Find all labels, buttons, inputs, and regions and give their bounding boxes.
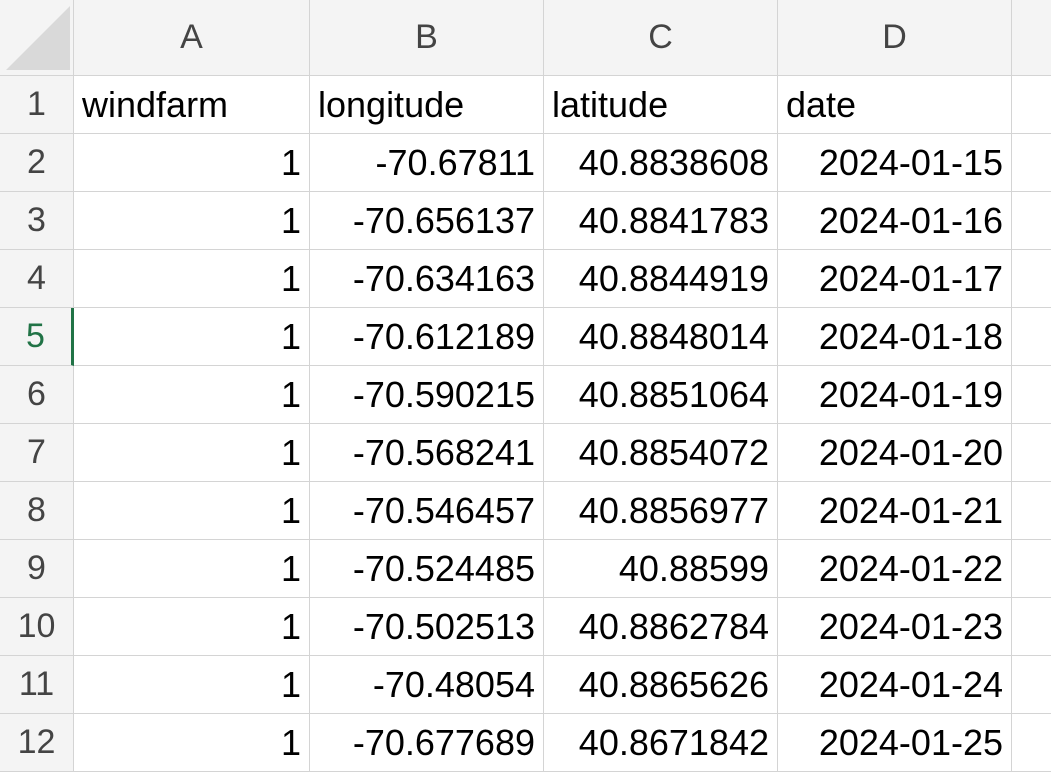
cell-a3[interactable]: 1	[74, 192, 310, 250]
cell-b10[interactable]: -70.502513	[310, 598, 544, 656]
row-header-11[interactable]: 11	[0, 656, 74, 714]
cell-a7[interactable]: 1	[74, 424, 310, 482]
cell-c2[interactable]: 40.8838608	[544, 134, 778, 192]
column-header-c[interactable]: C	[544, 0, 778, 76]
cell-d7[interactable]: 2024-01-20	[778, 424, 1012, 482]
cell-e7[interactable]	[1012, 424, 1051, 482]
row-header-3[interactable]: 3	[0, 192, 74, 250]
cell-c10[interactable]: 40.8862784	[544, 598, 778, 656]
cell-c9[interactable]: 40.88599	[544, 540, 778, 598]
row-header-10[interactable]: 10	[0, 598, 74, 656]
cell-c1[interactable]: latitude	[544, 76, 778, 134]
cell-d10[interactable]: 2024-01-23	[778, 598, 1012, 656]
select-all-corner[interactable]	[0, 0, 74, 76]
cell-b2[interactable]: -70.67811	[310, 134, 544, 192]
cell-e3[interactable]	[1012, 192, 1051, 250]
column-header-d[interactable]: D	[778, 0, 1012, 76]
cell-a2[interactable]: 1	[74, 134, 310, 192]
row-header-9[interactable]: 9	[0, 540, 74, 598]
cell-d11[interactable]: 2024-01-24	[778, 656, 1012, 714]
cell-d8[interactable]: 2024-01-21	[778, 482, 1012, 540]
cell-b6[interactable]: -70.590215	[310, 366, 544, 424]
cell-c7[interactable]: 40.8854072	[544, 424, 778, 482]
row-header-8[interactable]: 8	[0, 482, 74, 540]
cell-b9[interactable]: -70.524485	[310, 540, 544, 598]
row-header-7[interactable]: 7	[0, 424, 74, 482]
cell-b4[interactable]: -70.634163	[310, 250, 544, 308]
cell-b3[interactable]: -70.656137	[310, 192, 544, 250]
cell-e12[interactable]	[1012, 714, 1051, 772]
cell-d1[interactable]: date	[778, 76, 1012, 134]
row-header-5[interactable]: 5	[0, 308, 74, 366]
cell-a8[interactable]: 1	[74, 482, 310, 540]
select-all-triangle-icon	[6, 6, 70, 70]
cell-e11[interactable]	[1012, 656, 1051, 714]
cell-e4[interactable]	[1012, 250, 1051, 308]
cell-c3[interactable]: 40.8841783	[544, 192, 778, 250]
cell-a11[interactable]: 1	[74, 656, 310, 714]
cell-e6[interactable]	[1012, 366, 1051, 424]
cell-d4[interactable]: 2024-01-17	[778, 250, 1012, 308]
cell-a5[interactable]: 1	[74, 308, 310, 366]
cell-d12[interactable]: 2024-01-25	[778, 714, 1012, 772]
cell-e10[interactable]	[1012, 598, 1051, 656]
cell-e2[interactable]	[1012, 134, 1051, 192]
cell-c4[interactable]: 40.8844919	[544, 250, 778, 308]
cell-c12[interactable]: 40.8671842	[544, 714, 778, 772]
cell-d2[interactable]: 2024-01-15	[778, 134, 1012, 192]
cell-a10[interactable]: 1	[74, 598, 310, 656]
cell-b1[interactable]: longitude	[310, 76, 544, 134]
cell-b12[interactable]: -70.677689	[310, 714, 544, 772]
column-header-e[interactable]	[1012, 0, 1051, 76]
cell-c8[interactable]: 40.8856977	[544, 482, 778, 540]
cell-d6[interactable]: 2024-01-19	[778, 366, 1012, 424]
column-header-a[interactable]: A	[74, 0, 310, 76]
cell-c5[interactable]: 40.8848014	[544, 308, 778, 366]
row-header-1[interactable]: 1	[0, 76, 74, 134]
row-header-4[interactable]: 4	[0, 250, 74, 308]
cell-a4[interactable]: 1	[74, 250, 310, 308]
cell-d5[interactable]: 2024-01-18	[778, 308, 1012, 366]
cell-e1[interactable]	[1012, 76, 1051, 134]
cell-a9[interactable]: 1	[74, 540, 310, 598]
cell-b7[interactable]: -70.568241	[310, 424, 544, 482]
row-header-6[interactable]: 6	[0, 366, 74, 424]
row-header-2[interactable]: 2	[0, 134, 74, 192]
cell-d9[interactable]: 2024-01-22	[778, 540, 1012, 598]
cell-e8[interactable]	[1012, 482, 1051, 540]
cell-b8[interactable]: -70.546457	[310, 482, 544, 540]
cell-e9[interactable]	[1012, 540, 1051, 598]
cell-a6[interactable]: 1	[74, 366, 310, 424]
cell-e5[interactable]	[1012, 308, 1051, 366]
cell-a1[interactable]: windfarm	[74, 76, 310, 134]
row-header-12[interactable]: 12	[0, 714, 74, 772]
cell-c11[interactable]: 40.8865626	[544, 656, 778, 714]
cell-a12[interactable]: 1	[74, 714, 310, 772]
cell-c6[interactable]: 40.8851064	[544, 366, 778, 424]
cell-b5[interactable]: -70.612189	[310, 308, 544, 366]
column-header-b[interactable]: B	[310, 0, 544, 76]
cell-b11[interactable]: -70.48054	[310, 656, 544, 714]
cell-d3[interactable]: 2024-01-16	[778, 192, 1012, 250]
